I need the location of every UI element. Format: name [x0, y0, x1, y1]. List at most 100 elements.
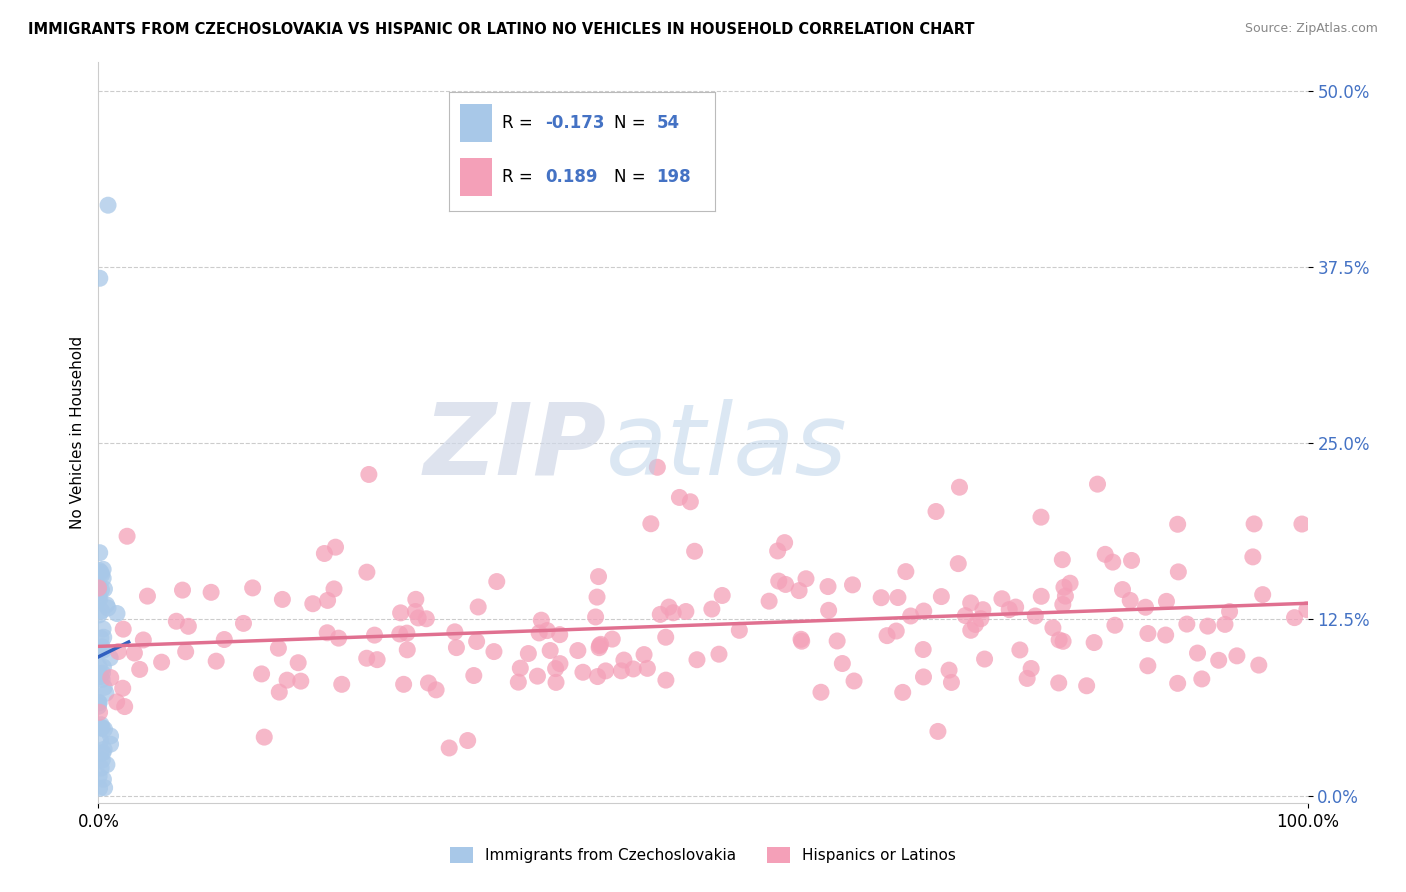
Point: [87, 607, 110, 622]
Point: [87, 699, 110, 714]
Point: [415, 612, 437, 626]
Point: [90, 631, 112, 645]
Point: [91, 622, 114, 636]
Point: [87, 581, 110, 595]
Point: [998, 602, 1021, 616]
Point: [707, 647, 730, 661]
Point: [314, 547, 336, 561]
Point: [925, 504, 948, 518]
Point: [1076, 679, 1098, 693]
Text: atlas: atlas: [606, 399, 848, 496]
Point: [633, 648, 655, 662]
Point: [115, 529, 138, 543]
Point: [1175, 617, 1198, 632]
Point: [89, 769, 111, 783]
Point: [1017, 672, 1039, 686]
Point: [418, 676, 440, 690]
Point: [1008, 643, 1031, 657]
Point: [90, 566, 112, 580]
Point: [1167, 565, 1189, 579]
Point: [457, 733, 479, 747]
Point: [271, 592, 294, 607]
Point: [1052, 598, 1074, 612]
Legend: Immigrants from Czechoslovakia, Hispanics or Latinos: Immigrants from Czechoslovakia, Hispanic…: [444, 841, 962, 869]
Text: Source: ZipAtlas.com: Source: ZipAtlas.com: [1244, 22, 1378, 36]
Point: [316, 625, 339, 640]
Point: [90, 567, 112, 582]
Point: [93, 681, 115, 695]
Point: [970, 612, 993, 626]
Point: [91, 746, 114, 760]
Point: [89, 271, 111, 285]
Point: [1111, 582, 1133, 597]
Point: [96, 598, 118, 612]
Point: [444, 624, 467, 639]
Point: [842, 673, 865, 688]
Point: [655, 673, 678, 687]
Point: [526, 669, 548, 683]
Point: [1042, 621, 1064, 635]
Point: [1136, 658, 1159, 673]
Point: [98, 651, 121, 665]
Point: [446, 640, 468, 655]
Point: [1119, 593, 1142, 607]
Point: [931, 590, 953, 604]
Point: [132, 632, 155, 647]
Point: [1029, 510, 1052, 524]
Point: [1241, 549, 1264, 564]
Point: [658, 600, 681, 615]
Point: [200, 585, 222, 599]
Point: [90, 717, 112, 731]
Point: [396, 642, 419, 657]
Point: [177, 619, 200, 633]
Point: [876, 629, 898, 643]
Point: [1291, 516, 1313, 531]
Point: [538, 643, 561, 657]
Point: [93, 722, 115, 736]
Point: [965, 617, 987, 632]
Point: [105, 607, 128, 621]
Point: [330, 677, 353, 691]
Point: [91, 666, 114, 681]
Point: [89, 591, 111, 606]
Point: [301, 597, 323, 611]
Point: [589, 637, 612, 651]
Point: [1047, 676, 1070, 690]
Point: [107, 644, 129, 658]
Point: [959, 596, 981, 610]
Point: [316, 593, 339, 607]
Point: [1087, 477, 1109, 491]
Point: [679, 495, 702, 509]
Point: [1121, 553, 1143, 567]
Point: [89, 564, 111, 578]
Point: [544, 662, 567, 676]
Point: [650, 607, 672, 622]
Point: [128, 662, 150, 676]
Point: [165, 614, 187, 628]
Point: [395, 626, 418, 640]
Point: [150, 655, 173, 669]
Point: [425, 682, 447, 697]
Point: [668, 491, 690, 505]
Point: [640, 516, 662, 531]
Point: [870, 591, 893, 605]
Point: [941, 675, 963, 690]
Point: [1251, 588, 1274, 602]
Point: [900, 609, 922, 624]
Point: [112, 622, 135, 636]
Point: [87, 591, 110, 605]
Text: IMMIGRANTS FROM CZECHOSLOVAKIA VS HISPANIC OR LATINO NO VEHICLES IN HOUSEHOLD CO: IMMIGRANTS FROM CZECHOSLOVAKIA VS HISPAN…: [28, 22, 974, 37]
Point: [1197, 619, 1219, 633]
Point: [585, 610, 607, 624]
Point: [105, 695, 128, 709]
Point: [90, 721, 112, 735]
Point: [588, 569, 610, 583]
Point: [1052, 634, 1074, 648]
Point: [328, 631, 350, 645]
Point: [728, 624, 751, 638]
Point: [912, 642, 935, 657]
Point: [621, 662, 644, 676]
Point: [790, 632, 813, 647]
Point: [636, 661, 658, 675]
Point: [463, 668, 485, 682]
